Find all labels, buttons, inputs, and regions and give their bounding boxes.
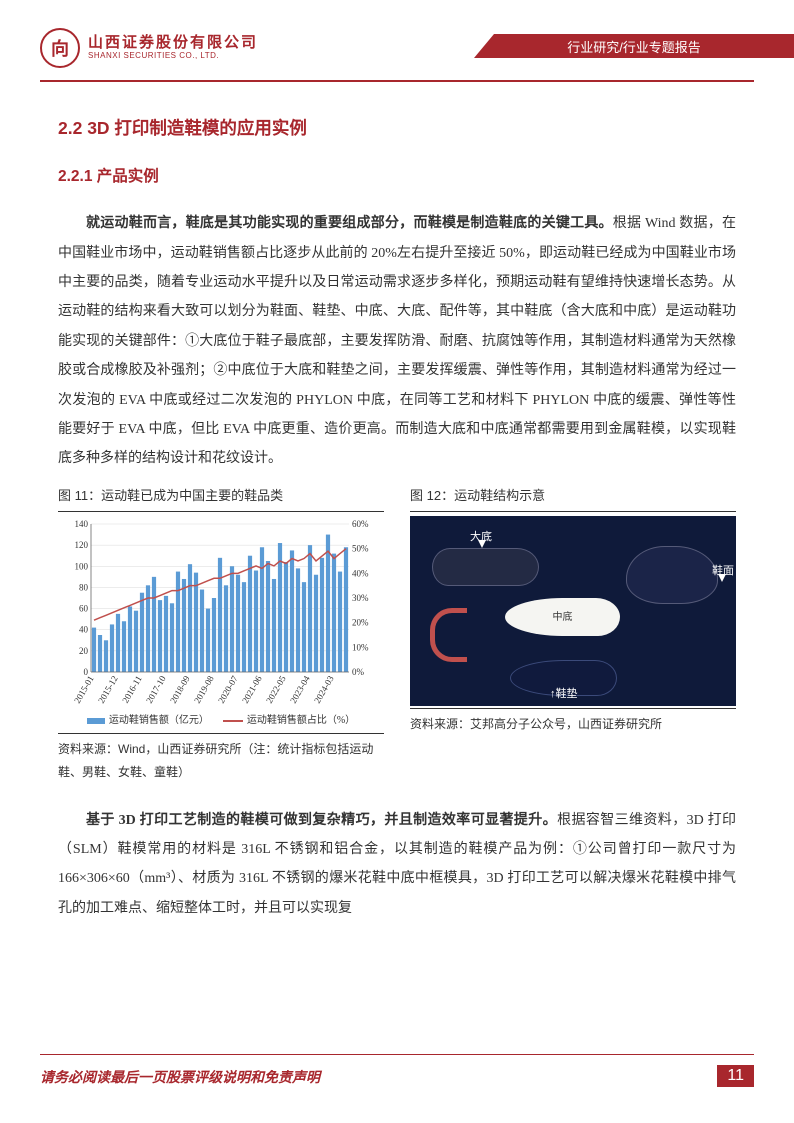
figure-11-title: 图 11：运动鞋已成为中国主要的鞋品类 (58, 482, 384, 512)
figure-12-source: 资料来源：艾邦高分子公众号，山西证券研究所 (410, 708, 736, 736)
svg-text:60: 60 (79, 604, 89, 614)
paragraph-2-body: 根据容智三维资料，3D 打印（SLM）鞋模常用的材料是 316L 不锈钢和铝合金… (58, 813, 736, 916)
svg-text:80: 80 (79, 583, 89, 593)
figure-11-source: 资料来源：Wind，山西证券研究所（注：统计指标包括运动鞋、男鞋、女鞋、童鞋） (58, 733, 384, 784)
insole-label: ↑鞋垫 (550, 683, 578, 706)
header-category: 行业研究/行业专题报告 (474, 34, 794, 58)
company-logo: 向 山西证券股份有限公司 SHANXI SECURITIES CO., LTD. (40, 28, 258, 68)
disclaimer-text: 请务必阅读最后一页股票评级说明和免责声明 (40, 1067, 320, 1087)
page-content: 2.2 3D 打印制造鞋模的应用实例 2.2.1 产品实例 就运动鞋而言，鞋底是… (0, 82, 794, 923)
outsole-shape (432, 548, 539, 586)
paragraph-1-lead: 就运动鞋而言，鞋底是其功能实现的重要组成部分，而鞋模是制造鞋底的关键工具。 (86, 216, 613, 231)
footer-divider (40, 1054, 754, 1055)
svg-text:140: 140 (75, 519, 89, 529)
legend-line-label: 运动鞋销售额占比（%） (247, 710, 355, 731)
paragraph-2: 基于 3D 打印工艺制造的鞋模可做到复杂精巧，并且制造效率可显著提升。根据容智三… (58, 806, 736, 924)
svg-text:20: 20 (79, 646, 89, 656)
svg-text:2017-10: 2017-10 (144, 674, 168, 705)
footer: 请务必阅读最后一页股票评级说明和免责声明 11 (40, 1065, 754, 1087)
svg-text:2024-03: 2024-03 (312, 674, 336, 705)
section-2-2-heading: 2.2 3D 打印制造鞋模的应用实例 (58, 110, 736, 147)
svg-text:120: 120 (75, 540, 89, 550)
heel-shape (430, 608, 467, 662)
svg-text:2015-01: 2015-01 (72, 674, 96, 705)
shoe-structure-diagram: 大底 鞋面 中底 ↑鞋垫 (410, 516, 736, 706)
figure-11-legend: 运动鞋销售额（亿元） 运动鞋销售额占比（%） (58, 710, 384, 731)
figure-11: 图 11：运动鞋已成为中国主要的鞋品类 0204060801001201400%… (58, 482, 384, 784)
svg-text:2021-06: 2021-06 (240, 674, 264, 705)
svg-text:2018-09: 2018-09 (168, 674, 192, 705)
svg-text:50%: 50% (352, 544, 369, 554)
section-2-2-1-heading: 2.2.1 产品实例 (58, 161, 736, 194)
svg-text:30%: 30% (352, 593, 369, 603)
figure-11-chart: 0204060801001201400%10%20%30%40%50%60%20… (58, 516, 384, 706)
figure-12-diagram: 大底 鞋面 中底 ↑鞋垫 (410, 516, 736, 706)
svg-text:10%: 10% (352, 642, 369, 652)
page-number: 11 (717, 1065, 754, 1087)
svg-text:2022-05: 2022-05 (264, 674, 288, 705)
svg-text:40: 40 (79, 625, 89, 635)
paragraph-1-body: 根据 Wind 数据，在中国鞋业市场中，运动鞋销售额占比逐步从此前的 20%左右… (58, 216, 736, 466)
figure-12-title: 图 12：运动鞋结构示意 (410, 482, 736, 512)
company-name-cn: 山西证券股份有限公司 (88, 35, 258, 52)
svg-text:2016-11: 2016-11 (120, 674, 143, 705)
figure-row: 图 11：运动鞋已成为中国主要的鞋品类 0204060801001201400%… (58, 482, 736, 784)
paragraph-2-lead: 基于 3D 打印工艺制造的鞋模可做到复杂精巧，并且制造效率可显著提升。 (86, 813, 557, 828)
paragraph-1: 就运动鞋而言，鞋底是其功能实现的重要组成部分，而鞋模是制造鞋底的关键工具。根据 … (58, 209, 736, 474)
svg-text:100: 100 (75, 561, 89, 571)
svg-text:0%: 0% (352, 667, 365, 677)
company-name-en: SHANXI SECURITIES CO., LTD. (88, 52, 258, 61)
logo-icon: 向 (40, 28, 80, 68)
figure-12: 图 12：运动鞋结构示意 大底 鞋面 中底 ↑鞋垫 资料来源：艾邦高分子公众号，… (410, 482, 736, 784)
header: 向 山西证券股份有限公司 SHANXI SECURITIES CO., LTD.… (0, 0, 794, 76)
midsole-shape: 中底 (505, 598, 620, 636)
legend-bar-label: 运动鞋销售额（亿元） (109, 710, 209, 731)
svg-text:2020-07: 2020-07 (216, 674, 240, 705)
svg-text:2015-12: 2015-12 (96, 674, 120, 705)
svg-text:60%: 60% (352, 519, 369, 529)
svg-text:40%: 40% (352, 568, 369, 578)
svg-text:20%: 20% (352, 618, 369, 628)
svg-text:2019-08: 2019-08 (192, 674, 216, 705)
upper-shape (626, 546, 718, 604)
svg-text:2023-04: 2023-04 (288, 674, 312, 705)
